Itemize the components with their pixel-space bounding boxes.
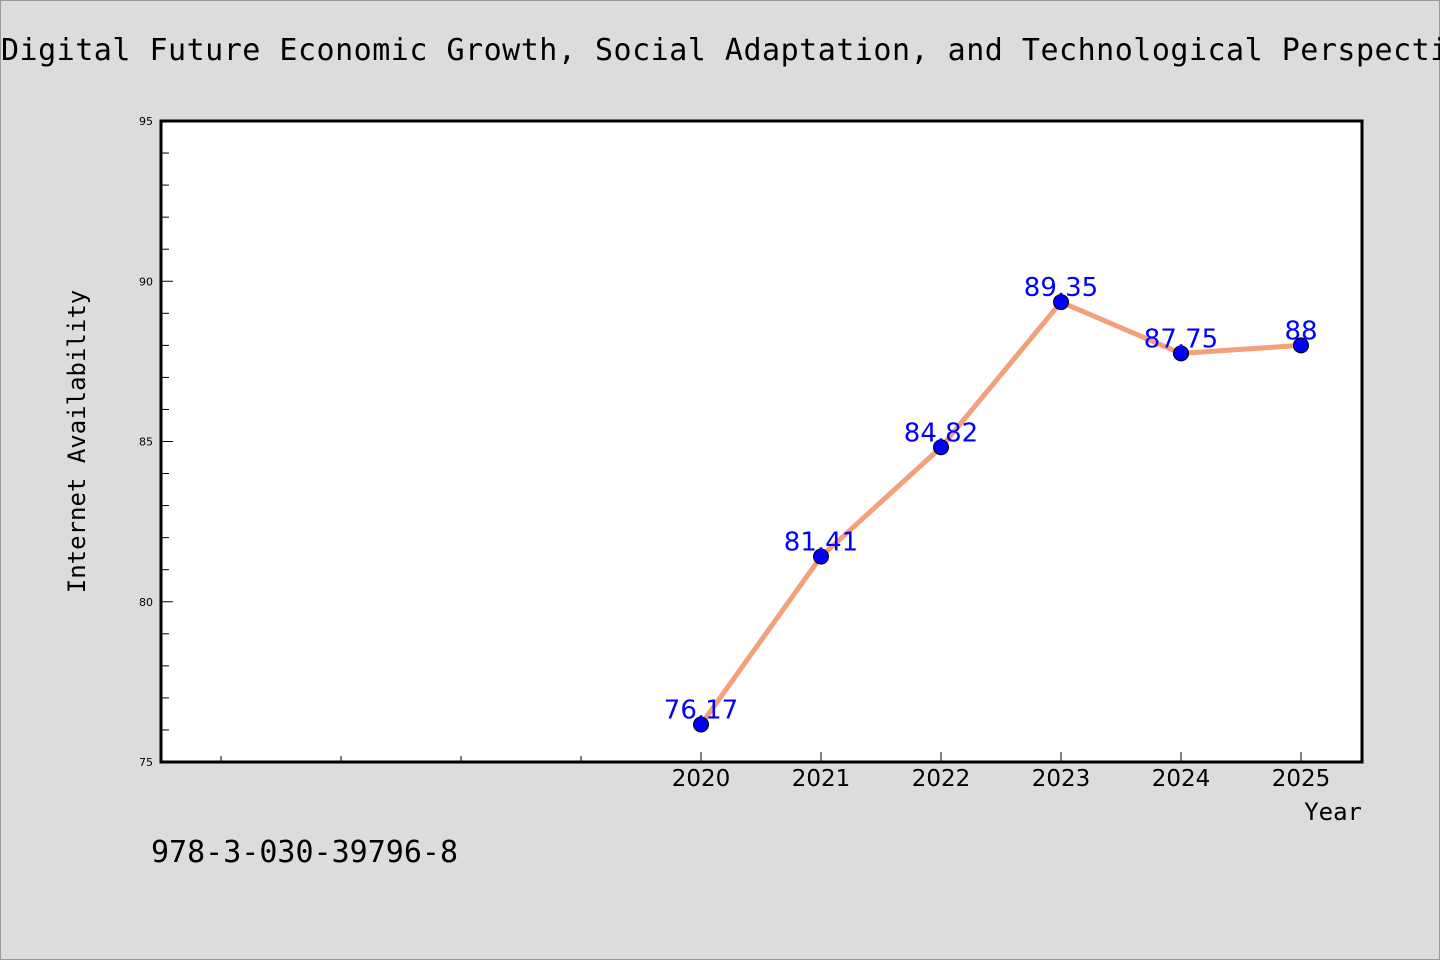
data-point	[813, 548, 829, 565]
x-tick-label: 2023	[1032, 766, 1091, 792]
data-label: 84.82	[904, 418, 978, 448]
y-tick-label: 85	[139, 436, 153, 449]
x-tick-label: 2025	[1272, 766, 1331, 792]
y-axis-label: Internet Availability	[63, 290, 91, 593]
data-point	[693, 716, 709, 733]
y-tick-label: 80	[139, 596, 153, 609]
data-label: 88	[1284, 316, 1317, 346]
data-point	[1173, 345, 1189, 362]
series-line	[698, 299, 1304, 728]
x-tick-label: 2022	[912, 766, 971, 792]
x-axis-label: Year	[1304, 798, 1362, 826]
data-point	[933, 439, 949, 456]
data-point	[1293, 337, 1309, 354]
data-label: 76.17	[664, 696, 738, 726]
y-tick-label: 90	[139, 275, 153, 288]
isbn-footer: 978-3-030-39796-8	[151, 835, 459, 870]
plot-area	[161, 121, 1362, 762]
x-tick-label: 2021	[792, 766, 851, 792]
chart-title: Digital Future Economic Growth, Social A…	[1, 33, 1440, 68]
data-label: 89.35	[1024, 273, 1098, 303]
data-label: 87.75	[1144, 324, 1218, 354]
data-label: 81.41	[784, 528, 858, 558]
x-tick-label: 2024	[1152, 766, 1211, 792]
x-tick-label: 2020	[672, 766, 731, 792]
plot-frame	[159, 119, 1364, 764]
y-tick-label: 75	[139, 756, 153, 769]
y-tick-label: 95	[139, 115, 153, 128]
data-point	[1053, 294, 1069, 311]
